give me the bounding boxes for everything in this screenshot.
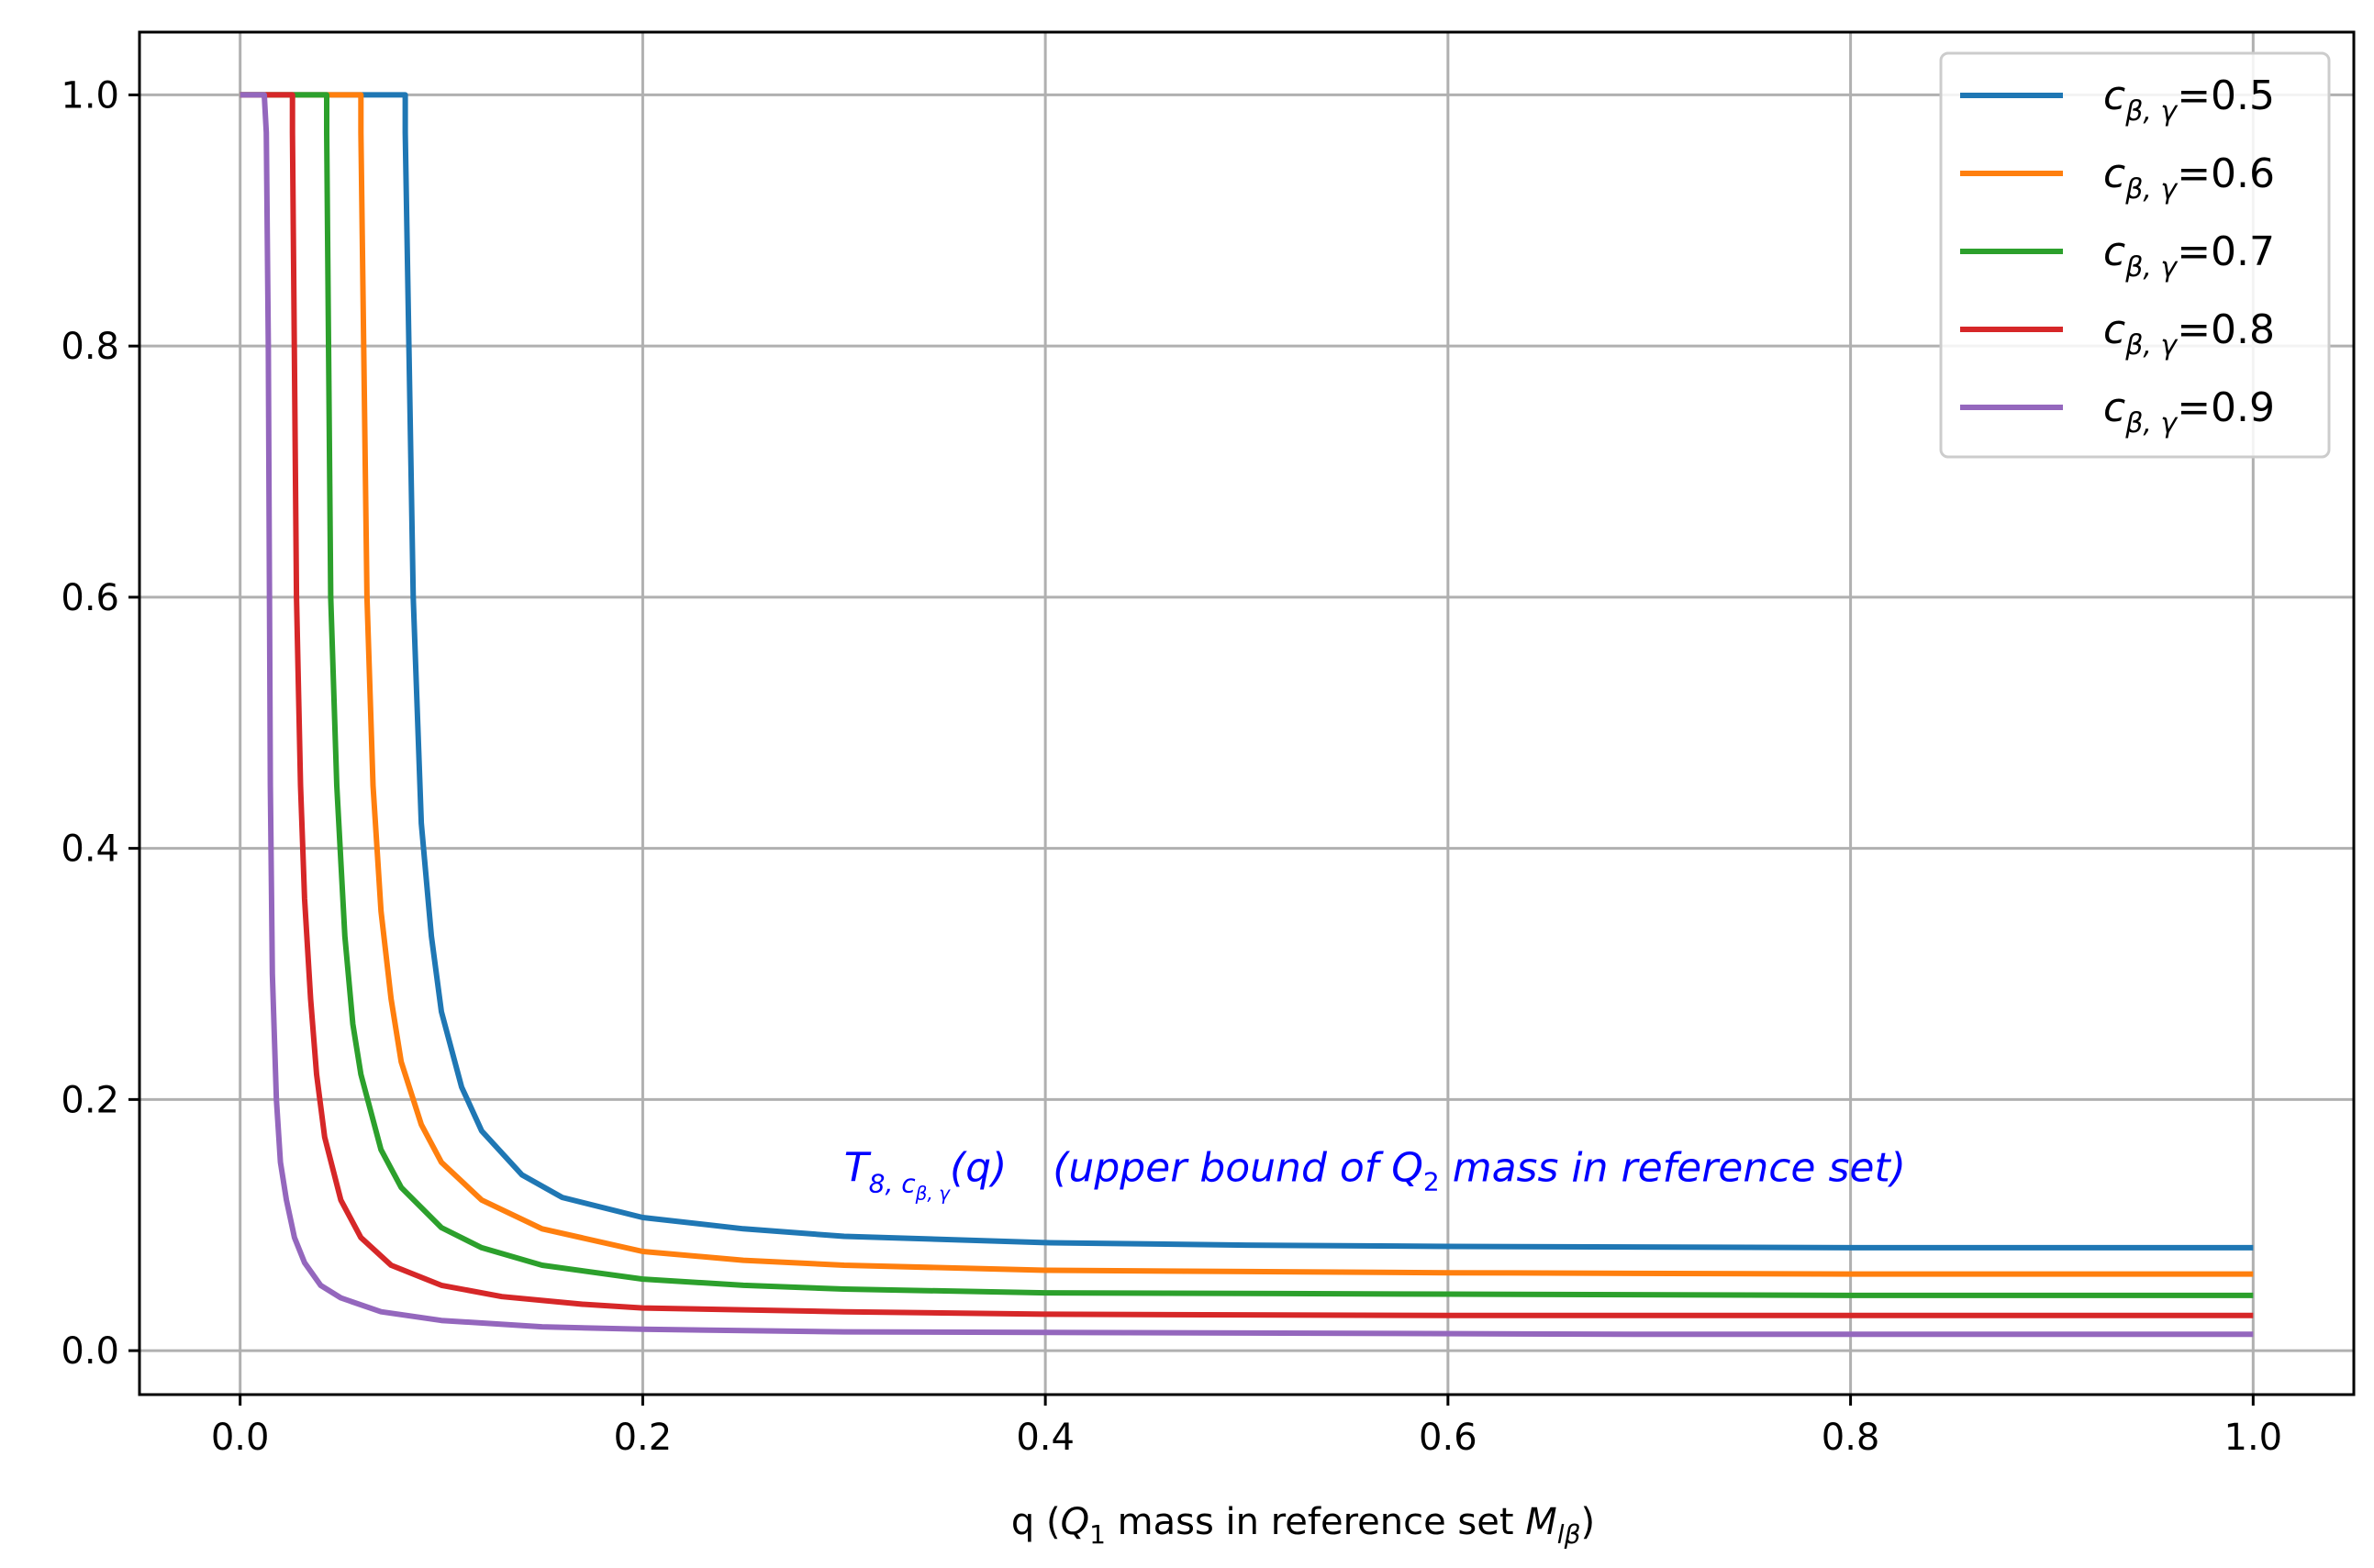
x-tick-label: 1.0 <box>2224 1417 2283 1459</box>
legend-entry-3: cβ, γ=0.7 <box>1960 228 2275 284</box>
series-lines <box>240 92 2254 1338</box>
legend: cβ, γ=0.5 cβ, γ=0.6 cβ, γ=0.7 cβ, γ=0.8 cβ, … <box>1939 51 2331 459</box>
annotation-desc-q: Q <box>1391 1144 1423 1191</box>
annotation-arg: (q) <box>950 1144 1007 1191</box>
series-line-2 <box>240 92 2254 1277</box>
legend-entry-4: cβ, γ=0.8 <box>1960 306 2275 361</box>
annotation-t-sub: 8, c <box>869 1168 917 1198</box>
series-line-5 <box>240 92 2254 1338</box>
y-tick-label: 0.6 <box>61 577 119 619</box>
x-tick-label: 0.0 <box>211 1417 270 1459</box>
x-axis-label-m-sub: lβ <box>1557 1519 1581 1550</box>
annotation-desc-pre: (upper bound of <box>1053 1144 1391 1191</box>
legend-label: cβ, γ=0.9 <box>2103 384 2275 439</box>
legend-entry-2: cβ, γ=0.6 <box>1960 150 2275 206</box>
x-axis-label-m: M <box>1525 1501 1557 1543</box>
legend-entry-1: cβ, γ=0.5 <box>1960 72 2275 128</box>
plot-frame <box>138 30 2356 1396</box>
legend-entry-5: cβ, γ=0.9 <box>1960 384 2275 439</box>
legend-label: cβ, γ=0.7 <box>2103 228 2275 284</box>
x-tick-label: 0.4 <box>1016 1417 1075 1459</box>
legend-label: cβ, γ=0.8 <box>2103 306 2275 361</box>
annotation-desc-post: mass in reference set) <box>1440 1144 1906 1191</box>
x-tick-label: 0.2 <box>614 1417 673 1459</box>
legend-label: cβ, γ=0.5 <box>2103 72 2275 128</box>
series-line-3 <box>240 92 2254 1298</box>
y-tick-label: 0.0 <box>61 1330 119 1373</box>
y-tick-label: 0.8 <box>61 326 119 368</box>
annotation-t-subsub: β, γ <box>915 1182 951 1204</box>
annotation: T8, cβ, γ(q) (upper bound of Q2 mass in r… <box>844 1144 1906 1204</box>
annotation-desc-q-sub: 2 <box>1423 1166 1440 1196</box>
x-axis-label: q (Q1 mass in reference set Mlβ) <box>1011 1501 1595 1550</box>
x-ticks: 0.0 0.2 0.4 0.6 0.8 1.0 <box>211 1395 2282 1459</box>
y-tick-label: 1.0 <box>61 74 119 117</box>
x-axis-label-pre: q ( <box>1011 1501 1061 1543</box>
y-ticks: 0.0 0.2 0.4 0.6 0.8 1.0 <box>61 74 139 1373</box>
x-axis-label-mid: mass in reference set <box>1106 1501 1525 1543</box>
series-line-4 <box>240 92 2254 1318</box>
annotation-t-main: T <box>844 1144 872 1191</box>
legend-entries: cβ, γ=0.5 cβ, γ=0.6 cβ, γ=0.7 cβ, γ=0.8 cβ, … <box>1960 72 2275 439</box>
x-axis-label-q: Q <box>1061 1501 1089 1543</box>
x-axis-label-q-sub: 1 <box>1089 1519 1106 1550</box>
series-line-1 <box>240 92 2254 1251</box>
x-tick-label: 0.8 <box>1822 1417 1880 1459</box>
legend-box <box>1939 51 2331 459</box>
legend-label: cβ, γ=0.6 <box>2103 150 2275 206</box>
y-tick-label: 0.4 <box>61 828 119 871</box>
x-tick-label: 0.6 <box>1419 1417 1477 1459</box>
y-tick-label: 0.2 <box>61 1079 119 1121</box>
x-axis-label-post: ) <box>1580 1501 1595 1543</box>
